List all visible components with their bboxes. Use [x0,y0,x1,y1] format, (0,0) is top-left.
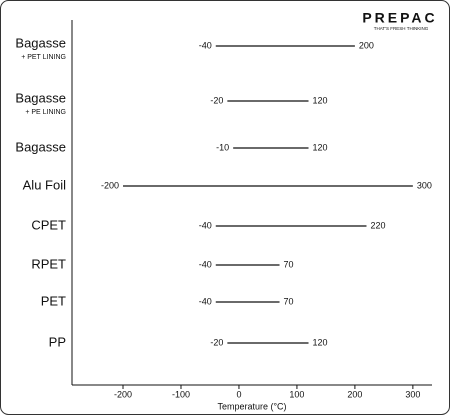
category-label: RPET [31,256,66,271]
low-label: -20 [210,95,223,105]
category-sublabel: + PET LINING [21,54,66,61]
high-label: 200 [359,40,374,50]
low-label: -200 [101,180,119,190]
low-label: -20 [210,337,223,347]
low-label: -40 [199,259,212,269]
category-label: Bagasse [15,90,66,105]
x-tick-label: -200 [114,389,132,399]
low-label: -10 [216,142,229,152]
logo-tagline: THAT'S FRESH THINKING [374,26,429,31]
low-label: -40 [199,296,212,306]
logo-name: PREPAC [362,10,437,26]
category-label: Alu Foil [23,177,66,192]
category-label: PP [49,334,66,349]
low-label: -40 [199,220,212,230]
high-label: 220 [370,220,385,230]
high-label: 120 [313,95,328,105]
high-label: 120 [313,337,328,347]
x-tick-label: 300 [405,389,420,399]
high-label: 70 [284,296,294,306]
category-label: CPET [31,217,66,232]
high-label: 120 [313,142,328,152]
high-label: 300 [417,180,432,190]
x-axis-label: Temperature (°C) [217,401,286,411]
x-tick-label: -100 [172,389,190,399]
x-tick-label: 100 [289,389,304,399]
x-tick-label: 0 [236,389,241,399]
x-tick-label: 200 [347,389,362,399]
category-sublabel: + PE LINING [25,109,66,116]
low-label: -40 [199,40,212,50]
category-label: Bagasse [15,35,66,50]
category-label: PET [41,293,66,308]
high-label: 70 [284,259,294,269]
category-label: Bagasse [15,139,66,154]
